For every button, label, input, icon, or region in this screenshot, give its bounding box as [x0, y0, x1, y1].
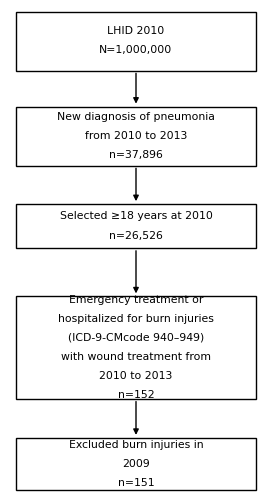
Text: Excluded burn injuries in: Excluded burn injuries in	[69, 440, 203, 450]
Text: Selected ≥18 years at 2010: Selected ≥18 years at 2010	[60, 212, 212, 222]
Text: N=1,000,000: N=1,000,000	[99, 46, 173, 56]
FancyBboxPatch shape	[16, 204, 256, 248]
Text: 2009: 2009	[122, 459, 150, 469]
Text: hospitalized for burn injuries: hospitalized for burn injuries	[58, 314, 214, 324]
Text: with wound treatment from: with wound treatment from	[61, 352, 211, 362]
Text: n=152: n=152	[118, 390, 154, 400]
FancyBboxPatch shape	[16, 296, 256, 399]
Text: Emergency treatment or: Emergency treatment or	[69, 295, 203, 305]
Text: n=151: n=151	[118, 478, 154, 488]
Text: from 2010 to 2013: from 2010 to 2013	[85, 131, 187, 141]
Text: New diagnosis of pneumonia: New diagnosis of pneumonia	[57, 112, 215, 122]
Text: n=37,896: n=37,896	[109, 150, 163, 160]
FancyBboxPatch shape	[16, 438, 256, 490]
Text: n=26,526: n=26,526	[109, 230, 163, 240]
FancyBboxPatch shape	[16, 12, 256, 70]
Text: (ICD-9-CMcode 940–949): (ICD-9-CMcode 940–949)	[68, 333, 204, 343]
Text: 2010 to 2013: 2010 to 2013	[99, 371, 173, 381]
FancyBboxPatch shape	[16, 106, 256, 166]
Text: LHID 2010: LHID 2010	[107, 26, 165, 36]
